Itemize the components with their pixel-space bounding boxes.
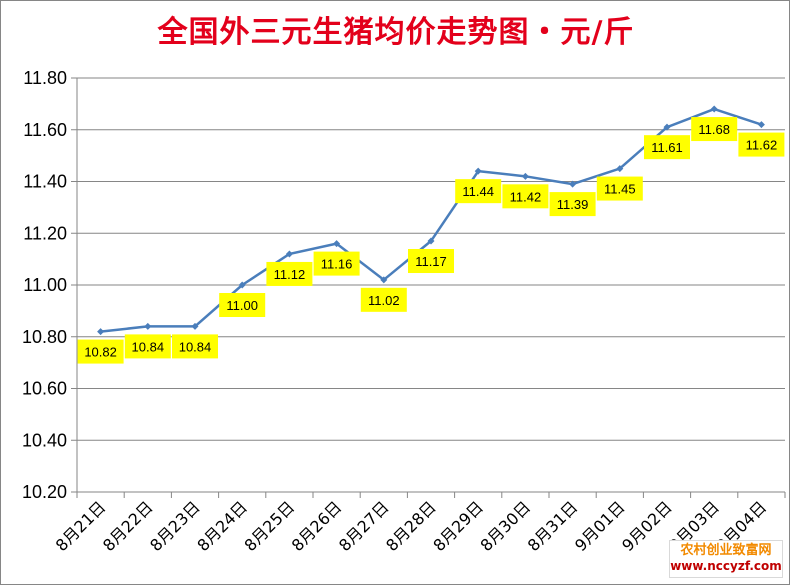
y-tick-label: 11.80 — [23, 68, 67, 88]
y-tick-labels: 10.20 10.40 10.60 10.80 11.00 11.20 11.40 11.60… — [22, 68, 67, 502]
data-label-text: 11.17 — [415, 254, 447, 269]
data-label-bg — [313, 251, 360, 276]
data-label-text: 11.39 — [557, 197, 589, 212]
x-tick-label: 8月23日 — [146, 497, 204, 555]
x-tick-label: 8月22日 — [99, 497, 157, 555]
x-tick-labels: 8月21日8月22日8月23日8月24日8月25日8月26日8月27日8月28日… — [52, 497, 770, 555]
data-point — [616, 165, 624, 173]
data-label-bg — [502, 184, 549, 209]
data-label-bg — [738, 132, 785, 157]
data-point — [285, 250, 293, 258]
data-label-bg — [644, 135, 690, 160]
data-label-text: 11.16 — [321, 257, 353, 272]
chart-title: 全国外三元生猪均价走势图・元/斤 — [157, 15, 635, 50]
data-point — [710, 105, 718, 113]
data-point — [144, 322, 152, 330]
data-label-text: 10.84 — [179, 339, 212, 354]
data-label: 11.62 — [738, 132, 785, 157]
axes — [71, 77, 786, 498]
x-tick-label: 8月30日 — [477, 497, 535, 555]
data-label-text: 11.02 — [368, 293, 400, 308]
data-label-bg — [360, 287, 407, 312]
y-tick-label: 11.60 — [23, 120, 67, 140]
data-point — [380, 276, 388, 284]
data-label-bg — [549, 192, 596, 217]
y-tick-label: 10.20 — [22, 482, 67, 502]
data-label-bg — [408, 249, 454, 274]
data-label: 10.84 — [172, 334, 218, 359]
data-label-bg — [596, 176, 643, 201]
site-watermark: 农村创业致富网 www.nccyzf.com — [669, 540, 783, 578]
data-label: 11.12 — [266, 261, 313, 286]
data-label: 10.84 — [124, 334, 171, 359]
data-label-text: 11.12 — [274, 267, 306, 282]
data-point — [569, 180, 577, 188]
data-label-text: 11.42 — [510, 189, 542, 204]
data-labels: 10.82 10.84 10.84 11.00 11.12 11.16 11.02 11.17… — [77, 117, 785, 364]
data-point — [427, 237, 435, 245]
data-label-text: 11.68 — [698, 122, 730, 137]
data-label-bg — [691, 117, 738, 142]
data-label: 11.61 — [644, 135, 690, 160]
data-label-bg — [455, 179, 502, 204]
data-label-bg — [266, 261, 313, 286]
x-tick-label: 8月27日 — [335, 497, 393, 555]
y-tick-label: 11.40 — [23, 172, 67, 192]
x-tick-label: 9月02日 — [618, 497, 676, 555]
x-tick-label: 9月01日 — [571, 497, 629, 555]
data-label: 11.17 — [408, 249, 454, 274]
data-label: 11.68 — [691, 117, 738, 142]
y-tick-label: 11.20 — [23, 223, 67, 243]
data-point — [521, 172, 529, 180]
y-tick-label: 11.00 — [23, 275, 67, 295]
data-label-bg — [219, 293, 266, 317]
x-tick-label: 8月28日 — [382, 497, 440, 555]
data-point — [97, 328, 105, 336]
data-label: 11.42 — [502, 184, 549, 209]
x-tick-label: 8月25日 — [241, 497, 299, 555]
data-point — [238, 281, 246, 289]
y-tick-label: 10.80 — [22, 327, 67, 347]
data-point — [757, 121, 765, 129]
data-label: 11.39 — [549, 192, 596, 217]
data-label-text: 11.62 — [746, 138, 778, 153]
data-label-text: 10.82 — [84, 345, 117, 360]
data-label: 11.00 — [219, 293, 266, 317]
data-point — [333, 240, 341, 248]
x-tick-label: 8月29日 — [429, 497, 487, 555]
data-label: 11.44 — [455, 179, 502, 204]
data-point — [474, 167, 482, 175]
watermark-name: 农村创业致富网 — [680, 543, 772, 558]
y-tick-label: 10.60 — [22, 379, 67, 399]
x-tick-label: 8月31日 — [524, 497, 582, 555]
data-label: 11.16 — [313, 251, 360, 276]
data-point — [663, 123, 671, 131]
data-label-text: 11.61 — [651, 140, 683, 155]
data-label: 10.82 — [77, 339, 124, 364]
y-tick-label: 10.40 — [22, 430, 67, 450]
x-tick-label: 8月26日 — [288, 497, 346, 555]
data-point — [191, 322, 199, 330]
x-tick-label: 8月21日 — [52, 497, 110, 555]
data-label-bg — [172, 334, 218, 359]
data-label-text: 11.45 — [604, 182, 636, 197]
data-label-text: 10.84 — [132, 339, 165, 354]
data-label-bg — [124, 334, 171, 359]
x-tick-label: 8月24日 — [193, 497, 251, 555]
data-label-text: 11.00 — [226, 298, 258, 313]
data-label-text: 11.44 — [462, 184, 494, 199]
data-label: 11.45 — [596, 176, 643, 201]
data-label-bg — [77, 339, 124, 364]
data-label: 11.02 — [360, 287, 407, 312]
watermark-url: www.nccyzf.com — [670, 559, 782, 573]
